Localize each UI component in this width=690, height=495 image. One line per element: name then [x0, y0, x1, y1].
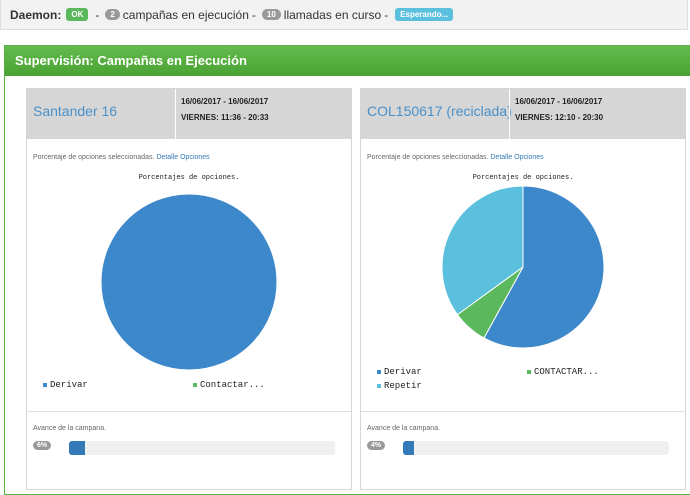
- progress-fill: [69, 441, 85, 455]
- campaign-dates: 16/06/2017 - 16/06/2017 VIERNES: 11:36 -…: [175, 89, 351, 139]
- options-description: Porcentaje de opciones seleccionadas. De…: [33, 154, 210, 161]
- campaigns-text: campañas en ejecución: [122, 7, 249, 22]
- supervision-panel: Supervisión: Campañas en Ejecución Santa…: [4, 45, 690, 495]
- panel-title: Supervisión: Campañas en Ejecución: [5, 46, 690, 76]
- avance-label: Avance de la campana.: [367, 425, 441, 432]
- legend-item: Contactar...: [193, 380, 265, 390]
- pie-slice-derivar: [483, 185, 605, 349]
- detalle-opciones-link[interactable]: Detalle Opciones: [490, 154, 544, 161]
- campaign-date-range: 16/06/2017 - 16/06/2017: [181, 97, 269, 106]
- legend-swatch: [377, 384, 381, 388]
- calls-text: llamadas en curso: [283, 7, 382, 22]
- campaign-card: Santander 16 16/06/2017 - 16/06/2017 VIE…: [26, 88, 352, 490]
- calls-count-badge: 10: [261, 9, 281, 20]
- daemon-status-badge: OK: [66, 8, 89, 21]
- options-pie-chart: [100, 193, 278, 371]
- daemon-status-bar: Daemon: OK - 2 campañas en ejecución - 1…: [0, 0, 688, 30]
- options-description: Porcentaje de opciones seleccionadas. De…: [367, 154, 544, 161]
- legend-swatch: [193, 383, 197, 387]
- campaign-dates: 16/06/2017 - 16/06/2017 VIERNES: 12:10 -…: [509, 89, 685, 139]
- campaign-title-link[interactable]: COL150617 (reciclada): [367, 103, 512, 119]
- progress-percent-badge: 4%: [367, 441, 386, 450]
- campaign-date-range: 16/06/2017 - 16/06/2017: [515, 97, 603, 106]
- campaign-card-header: Santander 16 16/06/2017 - 16/06/2017 VIE…: [27, 89, 351, 139]
- daemon-state-badge: Esperando...: [395, 8, 454, 21]
- legend-swatch: [43, 383, 47, 387]
- avance-label: Avance de la campana.: [33, 425, 107, 432]
- legend-item: Repetir: [377, 381, 422, 391]
- campaign-card-header: COL150617 (reciclada) 16/06/2017 - 16/06…: [361, 89, 685, 139]
- pie-slice-repetir: [441, 185, 524, 316]
- legend-swatch: [527, 370, 531, 374]
- legend-item: CONTACTAR...: [527, 367, 599, 377]
- legend-swatch: [377, 370, 381, 374]
- campaign-card: COL150617 (reciclada) 16/06/2017 - 16/06…: [360, 88, 686, 490]
- campaign-title-link[interactable]: Santander 16: [33, 103, 118, 119]
- chart-title: Porcentajes de opciones.: [472, 174, 574, 182]
- legend-item: Derivar: [43, 380, 88, 390]
- campaign-progress-bar: [403, 441, 669, 455]
- progress-percent-badge: 6%: [33, 441, 52, 450]
- campaigns-count-badge: 2: [105, 9, 120, 20]
- daemon-label: Daemon:: [10, 7, 62, 22]
- chart-title: Porcentajes de opciones.: [138, 174, 240, 182]
- pie-slice-derivar: [100, 193, 278, 371]
- legend-item: Derivar: [377, 367, 422, 377]
- options-pie-chart: [441, 185, 605, 349]
- campaign-schedule: VIERNES: 11:36 - 20:33: [181, 113, 269, 122]
- campaign-progress-bar: [69, 441, 335, 455]
- progress-fill: [403, 441, 414, 455]
- campaign-schedule: VIERNES: 12:10 - 20:30: [515, 113, 604, 122]
- detalle-opciones-link[interactable]: Detalle Opciones: [156, 154, 210, 161]
